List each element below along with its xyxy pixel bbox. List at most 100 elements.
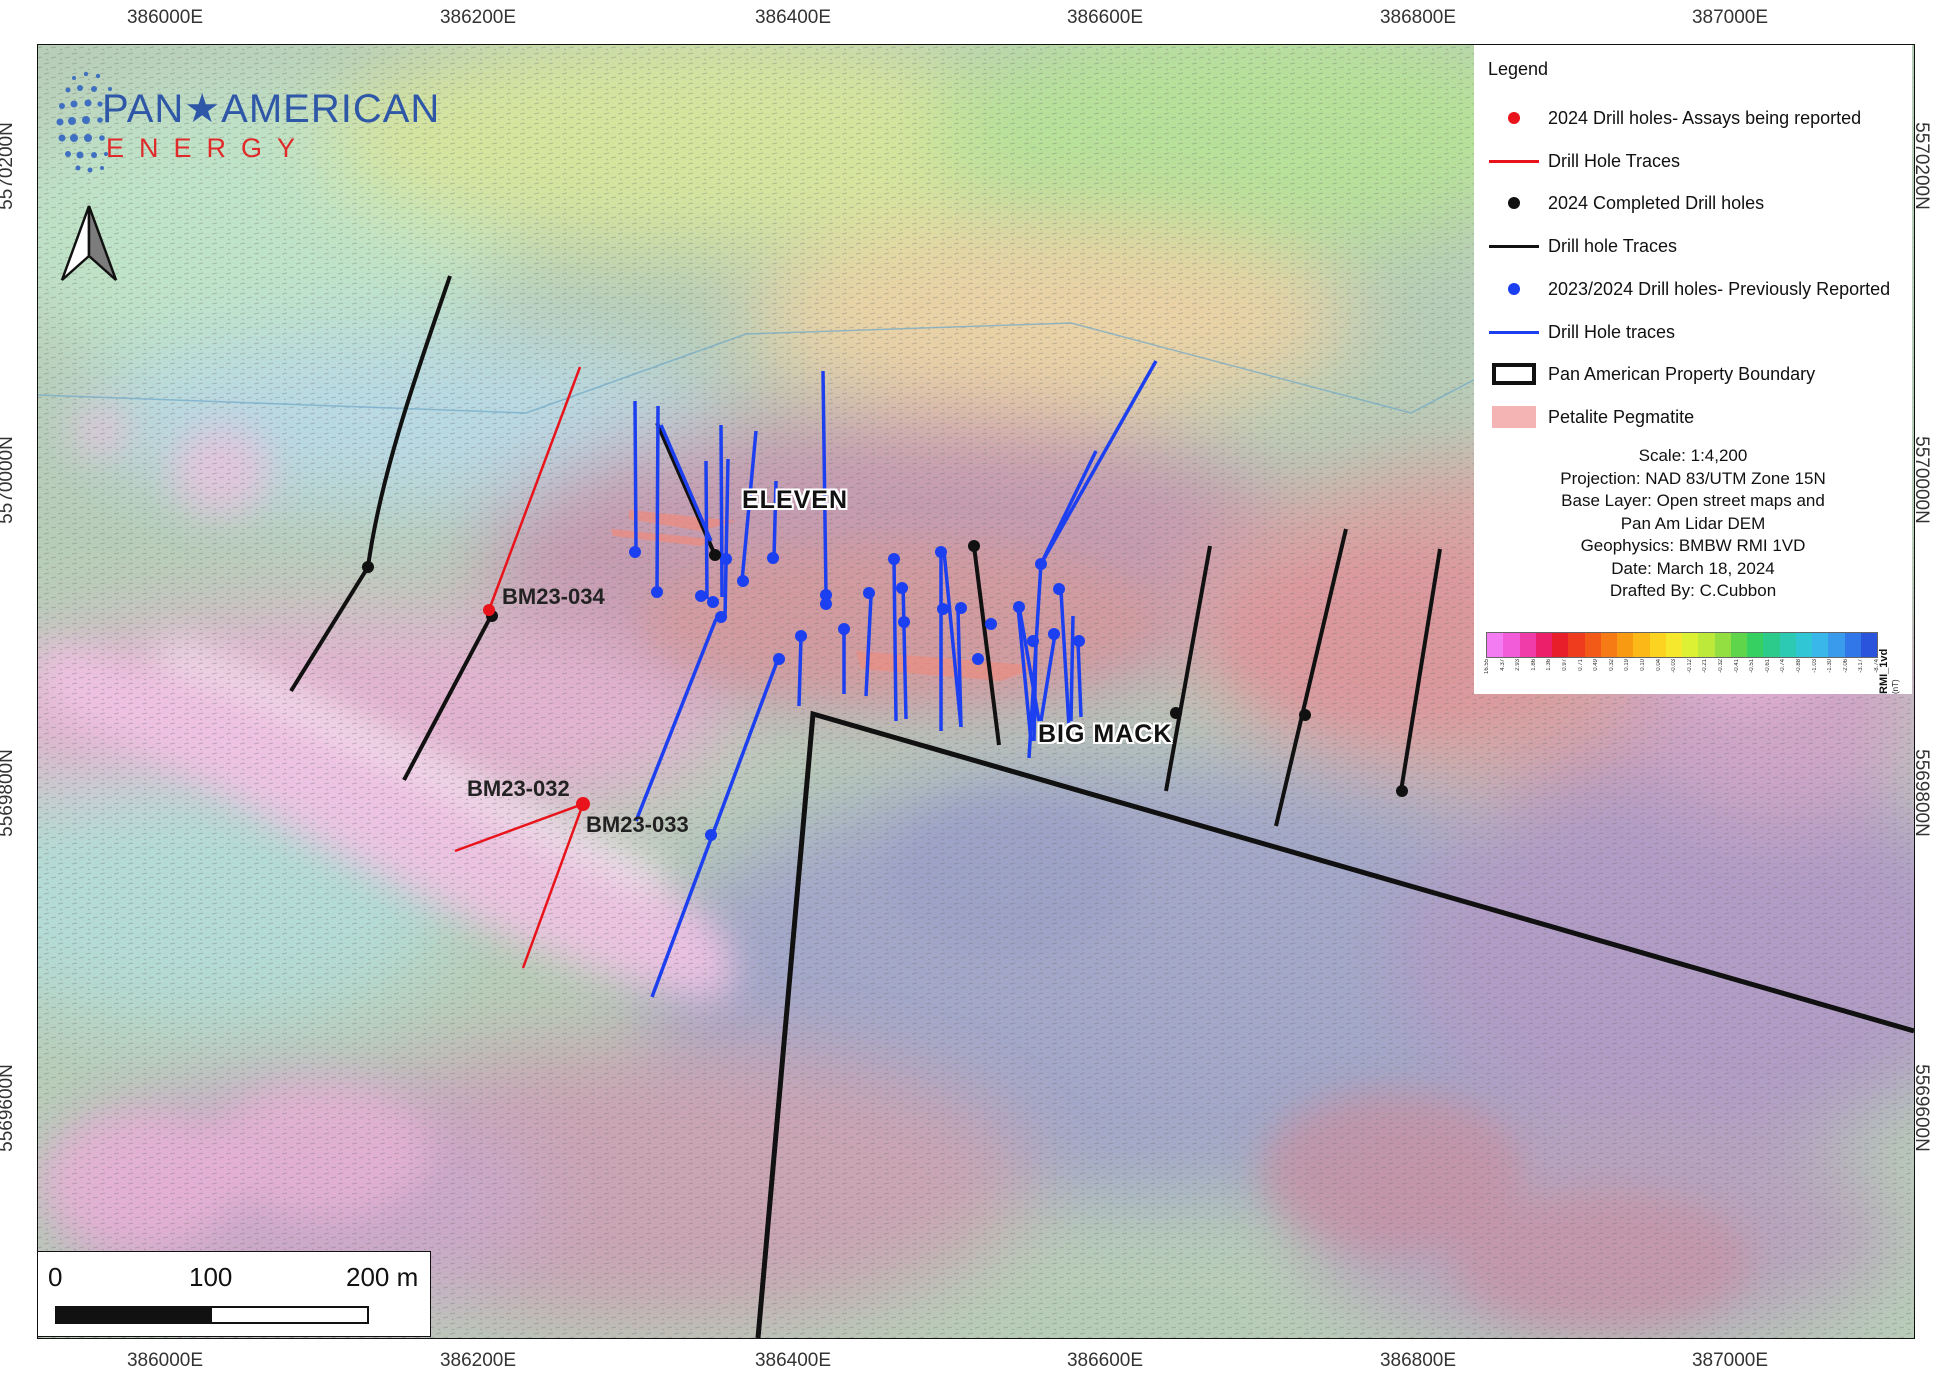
drillhole-label-bm23-034: BM23-034: [502, 584, 605, 609]
easting-label-bottom: 386400E: [754, 1350, 832, 1371]
legend-title: Legend: [1488, 59, 1549, 79]
drillhole-label-bm23-032: BM23-032: [467, 776, 570, 801]
colorbar-swatch: [1812, 633, 1829, 657]
colorbar-swatch: [1844, 633, 1861, 657]
colorbar-tick-label: 1.86: [1530, 659, 1537, 671]
northing-label-left: 5570000N: [0, 436, 17, 524]
colorbar-ticks: 16.55 4.37 2.93 1.86 1.36 0.97 0.71 0.49 0.32 0.1…: [1484, 659, 1880, 687]
easting-label-bottom: 386600E: [1066, 1350, 1144, 1371]
colorbar-swatch: [1828, 633, 1845, 657]
colorbar-title: RMI_1vd (nT): [1878, 648, 1900, 694]
base-layer-text: Base Layer: Open street maps and: [1561, 491, 1825, 510]
colorbar-tick-label: 0.49: [1593, 659, 1600, 671]
legend-item: 2024 Completed Drill holes: [1488, 188, 1764, 218]
colorbar-swatch: [1698, 633, 1715, 657]
colorbar-tick-label: 0.10: [1640, 659, 1646, 671]
easting-label-top: 386200E: [439, 7, 517, 28]
scale-label-0: 0: [48, 1262, 63, 1292]
black-dot-icon: [1488, 188, 1540, 218]
base-layer-text-2: Pan Am Lidar DEM: [1620, 513, 1766, 533]
easting-label-bottom: 386000E: [126, 1350, 204, 1371]
colorbar-tick-label: 0.97: [1562, 659, 1568, 671]
colorbar-tick-label: -0.12: [1686, 659, 1693, 673]
blue-drill-traces: [633, 360, 1158, 998]
colorbar-tick-label: -0.32: [1718, 659, 1724, 673]
colorbar-tick-label: -0.61: [1764, 659, 1771, 673]
pegmatite-shape: [856, 651, 1041, 681]
colorbar-swatch: [1860, 633, 1877, 657]
legend-label: Pan American Property Boundary: [1548, 363, 1816, 384]
colorbar-tick-label: -3.17: [1858, 659, 1865, 673]
north-arrow-icon: [60, 205, 118, 281]
legend-panel: Legend 2024 Drill holes- Assays being re…: [1474, 45, 1912, 694]
easting-label-top: 386000E: [126, 7, 204, 28]
colorbar-tick-label: 0.04: [1655, 659, 1662, 671]
black-drill-holes: [362, 540, 1408, 797]
road-line: [38, 322, 1562, 414]
colorbar-swatch: [1779, 633, 1796, 657]
easting-label-top: 386400E: [754, 7, 832, 28]
colorbar-tick-label: 2.93: [1515, 659, 1522, 671]
colorbar-swatch: [1600, 633, 1617, 657]
red-dot-icon: [1488, 103, 1540, 133]
red-drill-holes: [483, 604, 590, 811]
black-line-icon: [1488, 231, 1540, 261]
colorbar-tick-label: -0.88: [1796, 659, 1802, 673]
legend-item: Pan American Property Boundary: [1488, 359, 1815, 389]
colorbar-swatch: [1487, 633, 1504, 657]
projection-text: Projection: NAD 83/UTM Zone 15N: [1560, 468, 1826, 488]
eleven-label: ELEVEN: [742, 486, 849, 514]
drillhole-label-bm23-033: BM23-033: [586, 812, 689, 837]
easting-label-top: 386600E: [1066, 7, 1144, 28]
easting-label-top: 386800E: [1379, 7, 1457, 28]
black-drill-traces: [289, 275, 1442, 827]
legend-item: Drill Hole Traces: [1488, 146, 1680, 176]
property-boundary: [755, 710, 1914, 1338]
colorbar-swatch: [1795, 633, 1812, 657]
blue-dot-icon: [1488, 274, 1540, 304]
easting-label-bottom: 387000E: [1691, 1350, 1769, 1371]
legend-label: Drill Hole Traces: [1548, 150, 1681, 171]
big-mack-label: BIG MACK: [1038, 720, 1173, 748]
legend-item: Drill hole Traces: [1488, 231, 1677, 261]
blue-line-icon: [1488, 317, 1540, 347]
legend-item: 2023/2024 Drill holes- Previously Report…: [1488, 274, 1890, 304]
date-text: Date: March 18, 2024: [1611, 558, 1775, 578]
colorbar-swatch: [1633, 633, 1650, 657]
globe-icon: [56, 71, 112, 173]
easting-label-top: 387000E: [1691, 7, 1769, 28]
colorbar-swatch: [1747, 633, 1764, 657]
colorbar-tick-label: 0.19: [1624, 659, 1631, 671]
colorbar-swatch: [1665, 633, 1682, 657]
scale-bar: [55, 1306, 369, 1324]
pink-box-icon: [1488, 402, 1540, 432]
drafted-by-text: Drafted By: C.Cubbon: [1609, 581, 1777, 600]
colorbar-tick-label: -0.03: [1671, 659, 1678, 673]
colorbar-tick-label: 0.32: [1608, 659, 1615, 671]
colorbar-swatch: [1568, 633, 1585, 657]
logo-subword: ENERGY: [106, 133, 311, 163]
colorbar-swatch: [1552, 633, 1569, 657]
legend-label: Petalite Pegmatite: [1548, 406, 1695, 427]
northing-label-left: 5569800N: [0, 749, 17, 837]
colorbar-swatch: [1584, 633, 1601, 657]
colorbar-swatch: [1617, 633, 1634, 657]
legend-item: 2024 Drill holes- Assays being reported: [1488, 103, 1861, 133]
scale-text: Scale: 1:4,200: [1638, 446, 1748, 465]
legend-label: 2024 Drill holes- Assays being reported: [1548, 107, 1862, 128]
scale-label-100: 100: [189, 1262, 233, 1292]
colorbar-swatch: [1649, 633, 1666, 657]
colorbar-swatch: [1519, 633, 1536, 657]
colorbar-tick-label: -0.74: [1780, 659, 1787, 673]
colorbar-swatch: [1682, 633, 1699, 657]
colorbar-swatch: [1730, 633, 1747, 657]
northing-label-left: 5570200N: [0, 122, 17, 210]
scale-bar-box: 0 100 200 m: [37, 1251, 431, 1337]
map-metadata: Scale: 1:4,200 Projection: NAD 83/UTM Zo…: [1474, 445, 1912, 603]
colorbar-swatch: [1535, 633, 1552, 657]
colorbar-tick-label: -1.03: [1811, 659, 1818, 673]
easting-label-bottom: 386800E: [1379, 1350, 1457, 1371]
boundary-box-icon: [1488, 359, 1540, 389]
colorbar-tick-label: 4.37: [1499, 659, 1506, 671]
colorbar: [1486, 632, 1878, 658]
